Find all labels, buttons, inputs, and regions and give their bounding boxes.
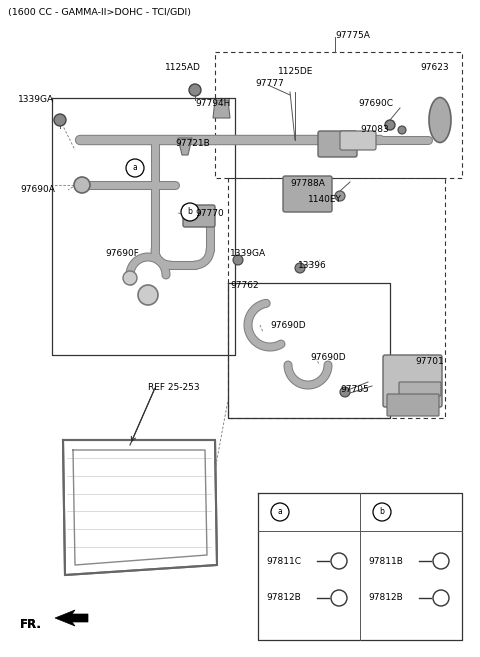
Text: REF 25-253: REF 25-253	[148, 384, 200, 392]
Circle shape	[331, 590, 347, 606]
Text: (1600 CC - GAMMA-II>DOHC - TCI/GDI): (1600 CC - GAMMA-II>DOHC - TCI/GDI)	[8, 7, 191, 16]
Text: 97812B: 97812B	[368, 593, 403, 602]
Polygon shape	[178, 138, 192, 155]
FancyBboxPatch shape	[387, 394, 439, 416]
FancyBboxPatch shape	[183, 205, 215, 227]
Text: FR.: FR.	[20, 618, 42, 631]
Circle shape	[181, 203, 199, 221]
Circle shape	[385, 120, 395, 130]
Text: 97623: 97623	[420, 64, 449, 72]
Circle shape	[340, 387, 350, 397]
Text: 97690D: 97690D	[270, 321, 306, 330]
FancyBboxPatch shape	[383, 355, 442, 407]
Circle shape	[398, 126, 406, 134]
Polygon shape	[55, 610, 88, 626]
Text: 1125AD: 1125AD	[165, 64, 201, 72]
Polygon shape	[213, 100, 230, 118]
Circle shape	[433, 553, 449, 569]
Ellipse shape	[429, 97, 451, 143]
Text: b: b	[380, 507, 384, 516]
FancyBboxPatch shape	[283, 176, 332, 212]
Circle shape	[271, 503, 289, 521]
Text: 97777: 97777	[255, 79, 284, 89]
Text: a: a	[277, 507, 282, 516]
Text: FR.: FR.	[20, 618, 42, 631]
Circle shape	[373, 503, 391, 521]
Text: 97705: 97705	[340, 386, 369, 394]
Text: 97701: 97701	[415, 357, 444, 367]
FancyBboxPatch shape	[340, 131, 376, 150]
Polygon shape	[63, 440, 217, 575]
Text: 97690F: 97690F	[105, 248, 139, 258]
Circle shape	[189, 84, 201, 96]
Circle shape	[123, 271, 137, 285]
Text: 97770: 97770	[195, 208, 224, 217]
Text: 97690D: 97690D	[310, 353, 346, 363]
Circle shape	[233, 255, 243, 265]
Text: 1125DE: 1125DE	[278, 68, 313, 76]
Circle shape	[433, 590, 449, 606]
Text: 97788A: 97788A	[290, 179, 325, 187]
Text: 13396: 13396	[298, 260, 327, 269]
Circle shape	[74, 177, 90, 193]
Text: 97083: 97083	[360, 125, 389, 135]
Text: 97812B: 97812B	[266, 593, 301, 602]
Text: 97690C: 97690C	[358, 99, 393, 108]
Text: 1339GA: 1339GA	[18, 95, 54, 104]
Circle shape	[126, 159, 144, 177]
Text: 97811B: 97811B	[368, 556, 403, 566]
Text: 1339GA: 1339GA	[230, 248, 266, 258]
Text: 97794H: 97794H	[195, 99, 230, 108]
Text: 97690A: 97690A	[20, 185, 55, 194]
Text: 97762: 97762	[230, 281, 259, 290]
Text: 97721B: 97721B	[175, 139, 210, 148]
Circle shape	[295, 263, 305, 273]
Text: a: a	[132, 164, 137, 173]
FancyBboxPatch shape	[399, 382, 441, 396]
Text: 97775A: 97775A	[335, 30, 370, 39]
Text: 97811C: 97811C	[266, 556, 301, 566]
Circle shape	[331, 553, 347, 569]
FancyBboxPatch shape	[318, 131, 357, 157]
Circle shape	[138, 285, 158, 305]
Circle shape	[54, 114, 66, 126]
Text: b: b	[188, 208, 192, 217]
Text: 1140EY: 1140EY	[308, 196, 342, 204]
Circle shape	[335, 191, 345, 201]
